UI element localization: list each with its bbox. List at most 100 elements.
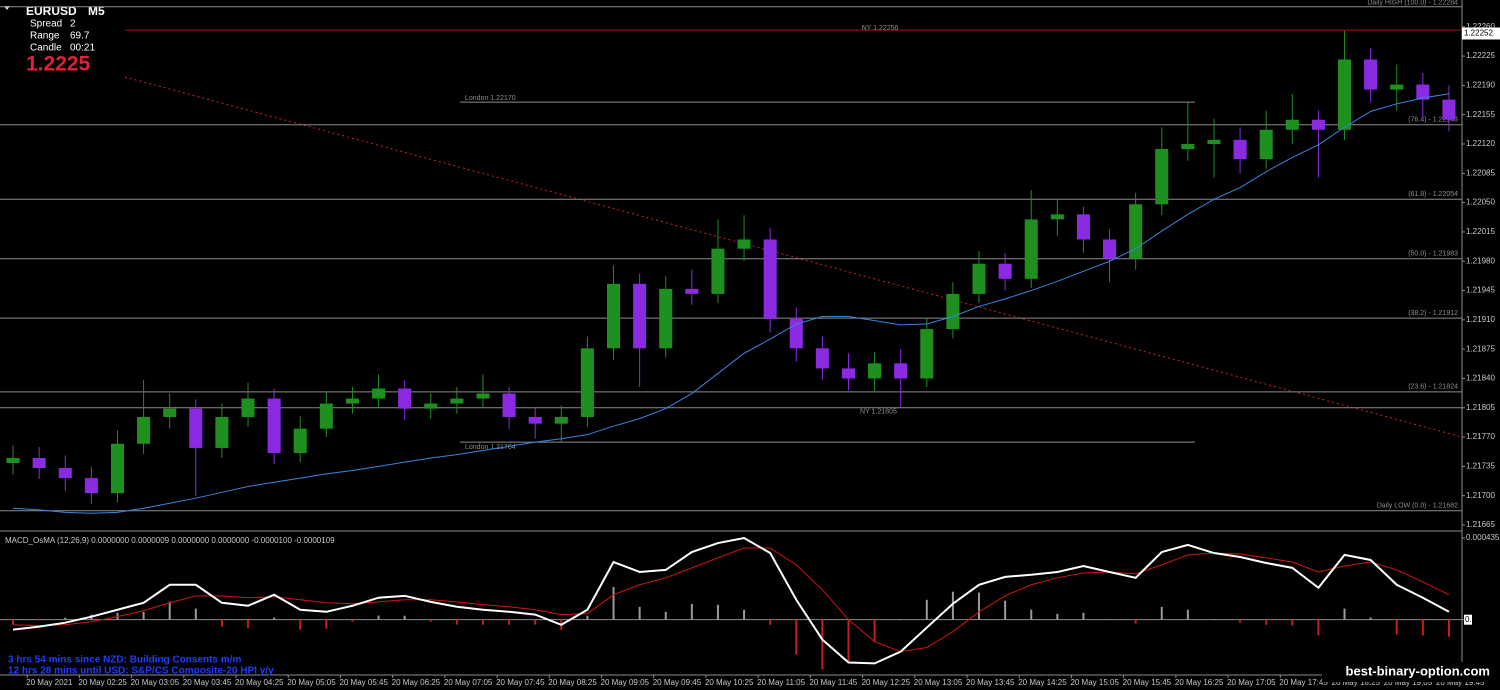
- x-tick-label: 20 May 07:05: [444, 678, 493, 687]
- macd-title: MACD_OsMA (12,26,9) 0.0000000 0.0000009 …: [5, 536, 335, 545]
- candle-body: [1103, 239, 1117, 259]
- y-tick-label: 1.22050: [1466, 198, 1495, 207]
- osma-bar: [769, 619, 772, 625]
- info-value: 69.7: [70, 31, 90, 42]
- x-tick-label: 20 May 02:25: [78, 678, 127, 687]
- x-tick-label: 20 May 11:45: [809, 678, 857, 687]
- osma-bar: [873, 619, 876, 642]
- osma-bar: [586, 615, 589, 620]
- osma-bar: [664, 611, 667, 620]
- candle-body: [476, 393, 490, 399]
- candle-body: [711, 248, 725, 294]
- level-label: NY 1.21805: [860, 409, 897, 416]
- candle-body: [267, 398, 281, 453]
- candle-body: [215, 416, 229, 448]
- candle-body: [789, 319, 803, 349]
- candle-body: [1311, 119, 1325, 130]
- osma-bar: [142, 611, 145, 620]
- osma-bar: [821, 619, 824, 670]
- level-label: (76.4) - 1.22143: [1408, 117, 1458, 124]
- y-tick-label: 0.00: [1465, 615, 1481, 624]
- osma-bar: [925, 599, 928, 620]
- x-tick-label: 20 May 06:25: [392, 678, 441, 687]
- x-tick-label: 20 May 10:25: [705, 678, 754, 687]
- candle-body: [894, 363, 908, 379]
- candle-body: [319, 403, 333, 429]
- candle-body: [424, 403, 438, 409]
- y-tick-label: 1.21805: [1466, 403, 1495, 412]
- candle-body: [84, 478, 98, 494]
- osma-bar: [325, 619, 328, 629]
- x-tick-label: 20 May 19:45: [1436, 678, 1485, 687]
- candle-body: [163, 408, 177, 417]
- y-tick-label: 1.22225: [1466, 51, 1495, 60]
- osma-bar: [743, 609, 746, 620]
- candle-body: [293, 428, 307, 453]
- y-tick-label: 1.21700: [1466, 491, 1495, 500]
- osma-bar: [638, 606, 641, 620]
- osma-bar: [481, 619, 484, 625]
- osma-bar: [1082, 612, 1085, 620]
- x-tick-label: 20 May 09:05: [601, 678, 650, 687]
- trend-line: [124, 76, 1463, 438]
- osma-bar: [508, 619, 511, 625]
- y-tick-label: 1.21945: [1466, 286, 1495, 295]
- candle-body: [1207, 139, 1221, 145]
- osma-bar: [403, 615, 406, 620]
- watermark-bg: [1322, 662, 1500, 682]
- osma-bar: [899, 619, 902, 621]
- osma-bar: [847, 619, 850, 663]
- level-label: (38.2) - 1.21912: [1408, 310, 1458, 317]
- candle-body: [1155, 149, 1169, 205]
- x-tick-label: 20 May 13:45: [966, 678, 1015, 687]
- osma-bar: [220, 619, 223, 627]
- x-tick-label: 20 May 11:05: [757, 678, 805, 687]
- candle-body: [1181, 144, 1195, 150]
- x-tick-label: 20 May 15:05: [1070, 678, 1119, 687]
- osma-bar: [534, 619, 537, 625]
- big-price: 1.2225: [26, 53, 91, 76]
- osma-bar: [1134, 619, 1137, 624]
- candle-body: [815, 348, 829, 369]
- candle-body: [1285, 119, 1299, 130]
- info-panel: EURUSD M5 Spread 2 Range 69.7 Candle 00:…: [26, 4, 105, 75]
- timeframe: M5: [88, 4, 105, 18]
- candle-body: [241, 398, 255, 417]
- x-tick-label: 20 May 03:45: [183, 678, 232, 687]
- candle-body: [1024, 219, 1038, 279]
- info-value: 2: [70, 19, 76, 30]
- zero-label-box: [1464, 614, 1472, 625]
- x-tick-label: 20 May 16:25: [1175, 678, 1224, 687]
- last-price-box: [1462, 27, 1500, 40]
- osma-bar: [1030, 609, 1033, 620]
- candle-body: [1076, 214, 1090, 240]
- x-tick-label: 20 May 12:25: [862, 678, 911, 687]
- osma-bar: [247, 619, 250, 628]
- x-tick-label: 20 May 18:25: [1332, 678, 1381, 687]
- y-tick-label: 1.21770: [1466, 432, 1495, 441]
- osma-bar: [978, 592, 981, 620]
- candle-body: [1442, 99, 1456, 120]
- osma-bar: [690, 603, 693, 620]
- candle-body: [763, 239, 777, 320]
- osma-bar: [795, 619, 798, 655]
- x-tick-label: 20 May 07:45: [496, 678, 545, 687]
- candle-body: [1390, 84, 1404, 90]
- candle-body: [580, 348, 594, 417]
- osma-bar: [1265, 619, 1268, 625]
- x-tick-label: 20 May 05:45: [339, 678, 388, 687]
- y-tick-label: 1.22155: [1466, 110, 1495, 119]
- x-tick-label: 20 May 2021: [26, 678, 73, 687]
- osma-bar: [168, 601, 171, 620]
- candle-body: [1259, 129, 1273, 160]
- macd-line: [13, 547, 1450, 653]
- osma-bar: [351, 619, 354, 622]
- osma-bar: [299, 619, 302, 630]
- y-tick-label: 1.21875: [1466, 344, 1495, 353]
- candle-body: [32, 457, 46, 469]
- candle-body: [1129, 204, 1143, 259]
- level-label: Daily LOW (0.0) - 1.21682: [1377, 503, 1458, 510]
- osma-bar: [1395, 619, 1398, 635]
- candle-body: [398, 388, 412, 409]
